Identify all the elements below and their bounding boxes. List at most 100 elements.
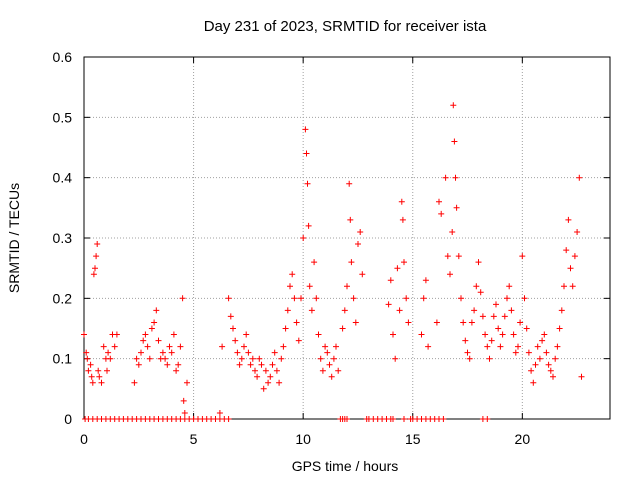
data-point	[532, 361, 539, 368]
data-point	[328, 373, 335, 380]
data-point	[84, 355, 91, 362]
data-point	[396, 307, 403, 314]
data-point	[519, 253, 526, 260]
data-point	[405, 319, 412, 326]
data-point	[303, 150, 310, 157]
data-point	[552, 355, 559, 362]
data-point	[326, 361, 333, 368]
data-point	[164, 361, 171, 368]
data-point	[315, 331, 322, 338]
data-point	[339, 325, 346, 332]
data-point	[278, 355, 285, 362]
data-point	[347, 216, 354, 223]
data-point	[495, 325, 502, 332]
data-point	[541, 331, 548, 338]
data-point	[561, 283, 567, 290]
y-axis-label: SRMTID / TECUs	[6, 183, 22, 293]
data-point	[341, 307, 348, 314]
data-point	[504, 295, 510, 302]
data-point	[308, 307, 315, 314]
data-point	[330, 355, 337, 362]
data-point	[92, 265, 98, 272]
data-point	[539, 337, 546, 344]
data-point	[576, 174, 583, 181]
data-point	[258, 361, 265, 368]
data-point	[98, 379, 105, 386]
data-point	[556, 325, 563, 332]
data-point	[486, 355, 493, 362]
data-point	[284, 307, 291, 314]
data-point	[399, 216, 406, 223]
data-point	[230, 325, 236, 332]
data-point	[96, 373, 103, 380]
data-point	[241, 343, 247, 350]
data-point	[159, 349, 166, 356]
data-point	[83, 349, 90, 356]
data-point	[173, 367, 180, 374]
data-point	[512, 349, 519, 356]
data-point	[484, 416, 491, 422]
data-point	[455, 253, 462, 260]
data-point	[175, 361, 182, 368]
data-point	[249, 355, 256, 362]
data-point	[433, 319, 440, 326]
data-point	[305, 222, 312, 229]
data-point	[490, 313, 497, 320]
data-point	[113, 331, 120, 338]
data-point	[153, 307, 160, 314]
x-tick-label: 5	[190, 431, 198, 447]
data-point	[440, 416, 447, 422]
data-point	[225, 295, 232, 302]
data-point	[180, 397, 187, 404]
data-point	[322, 343, 329, 350]
data-point	[558, 307, 565, 314]
data-point	[499, 331, 506, 338]
data-point	[344, 283, 350, 290]
data-point	[245, 349, 252, 356]
data-point	[543, 349, 550, 356]
data-point	[276, 379, 283, 386]
data-point	[335, 367, 342, 374]
data-point	[94, 241, 101, 247]
data-point	[390, 331, 396, 338]
data-point	[477, 289, 484, 296]
data-point	[545, 361, 552, 368]
data-point	[394, 265, 401, 272]
data-point	[420, 295, 427, 302]
data-point	[105, 349, 112, 356]
data-point	[401, 259, 407, 266]
data-point	[571, 253, 578, 260]
data-point	[453, 204, 460, 211]
data-point	[398, 198, 405, 205]
data-point	[300, 235, 307, 241]
data-point	[287, 283, 293, 290]
data-point	[135, 361, 142, 368]
data-point	[530, 379, 537, 386]
data-point	[306, 283, 313, 290]
data-point	[304, 180, 311, 187]
axis-ticks: 0 0.1 0.2 0.3 0.4 0.5 0.6 0 5 10 15 20	[53, 49, 610, 447]
data-point	[227, 313, 234, 320]
data-point	[567, 265, 574, 272]
data-point	[166, 343, 173, 350]
data-point	[521, 295, 528, 302]
data-point	[232, 337, 239, 344]
y-tick-label: 0	[64, 411, 72, 427]
data-point	[254, 373, 261, 380]
data-point	[418, 331, 425, 338]
data-point	[282, 325, 289, 332]
x-tick-label: 10	[295, 431, 311, 447]
data-point	[447, 271, 453, 278]
data-point	[179, 295, 186, 302]
data-point	[401, 416, 407, 422]
data-point	[89, 379, 96, 386]
data-point	[451, 138, 458, 145]
data-point	[289, 271, 296, 278]
data-point	[302, 126, 309, 133]
data-point	[506, 283, 513, 290]
x-tick-label: 0	[80, 431, 88, 447]
data-point	[140, 337, 147, 344]
data-point	[484, 343, 491, 350]
